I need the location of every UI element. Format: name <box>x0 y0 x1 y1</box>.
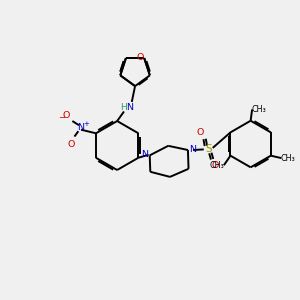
Text: −: − <box>58 113 65 122</box>
Text: S: S <box>205 144 211 154</box>
Text: N: N <box>141 150 148 159</box>
Text: O: O <box>68 140 75 149</box>
Text: CH₃: CH₃ <box>280 154 295 163</box>
Text: N: N <box>77 123 84 132</box>
Text: N: N <box>127 103 134 112</box>
Text: N: N <box>190 145 196 154</box>
Text: CH₃: CH₃ <box>251 105 266 114</box>
Text: O: O <box>212 161 219 170</box>
Text: H: H <box>120 103 127 112</box>
Text: +: + <box>83 121 89 127</box>
Text: O: O <box>137 53 144 62</box>
Text: O: O <box>196 128 204 137</box>
Text: CH₃: CH₃ <box>210 161 225 170</box>
Text: O: O <box>63 111 70 120</box>
